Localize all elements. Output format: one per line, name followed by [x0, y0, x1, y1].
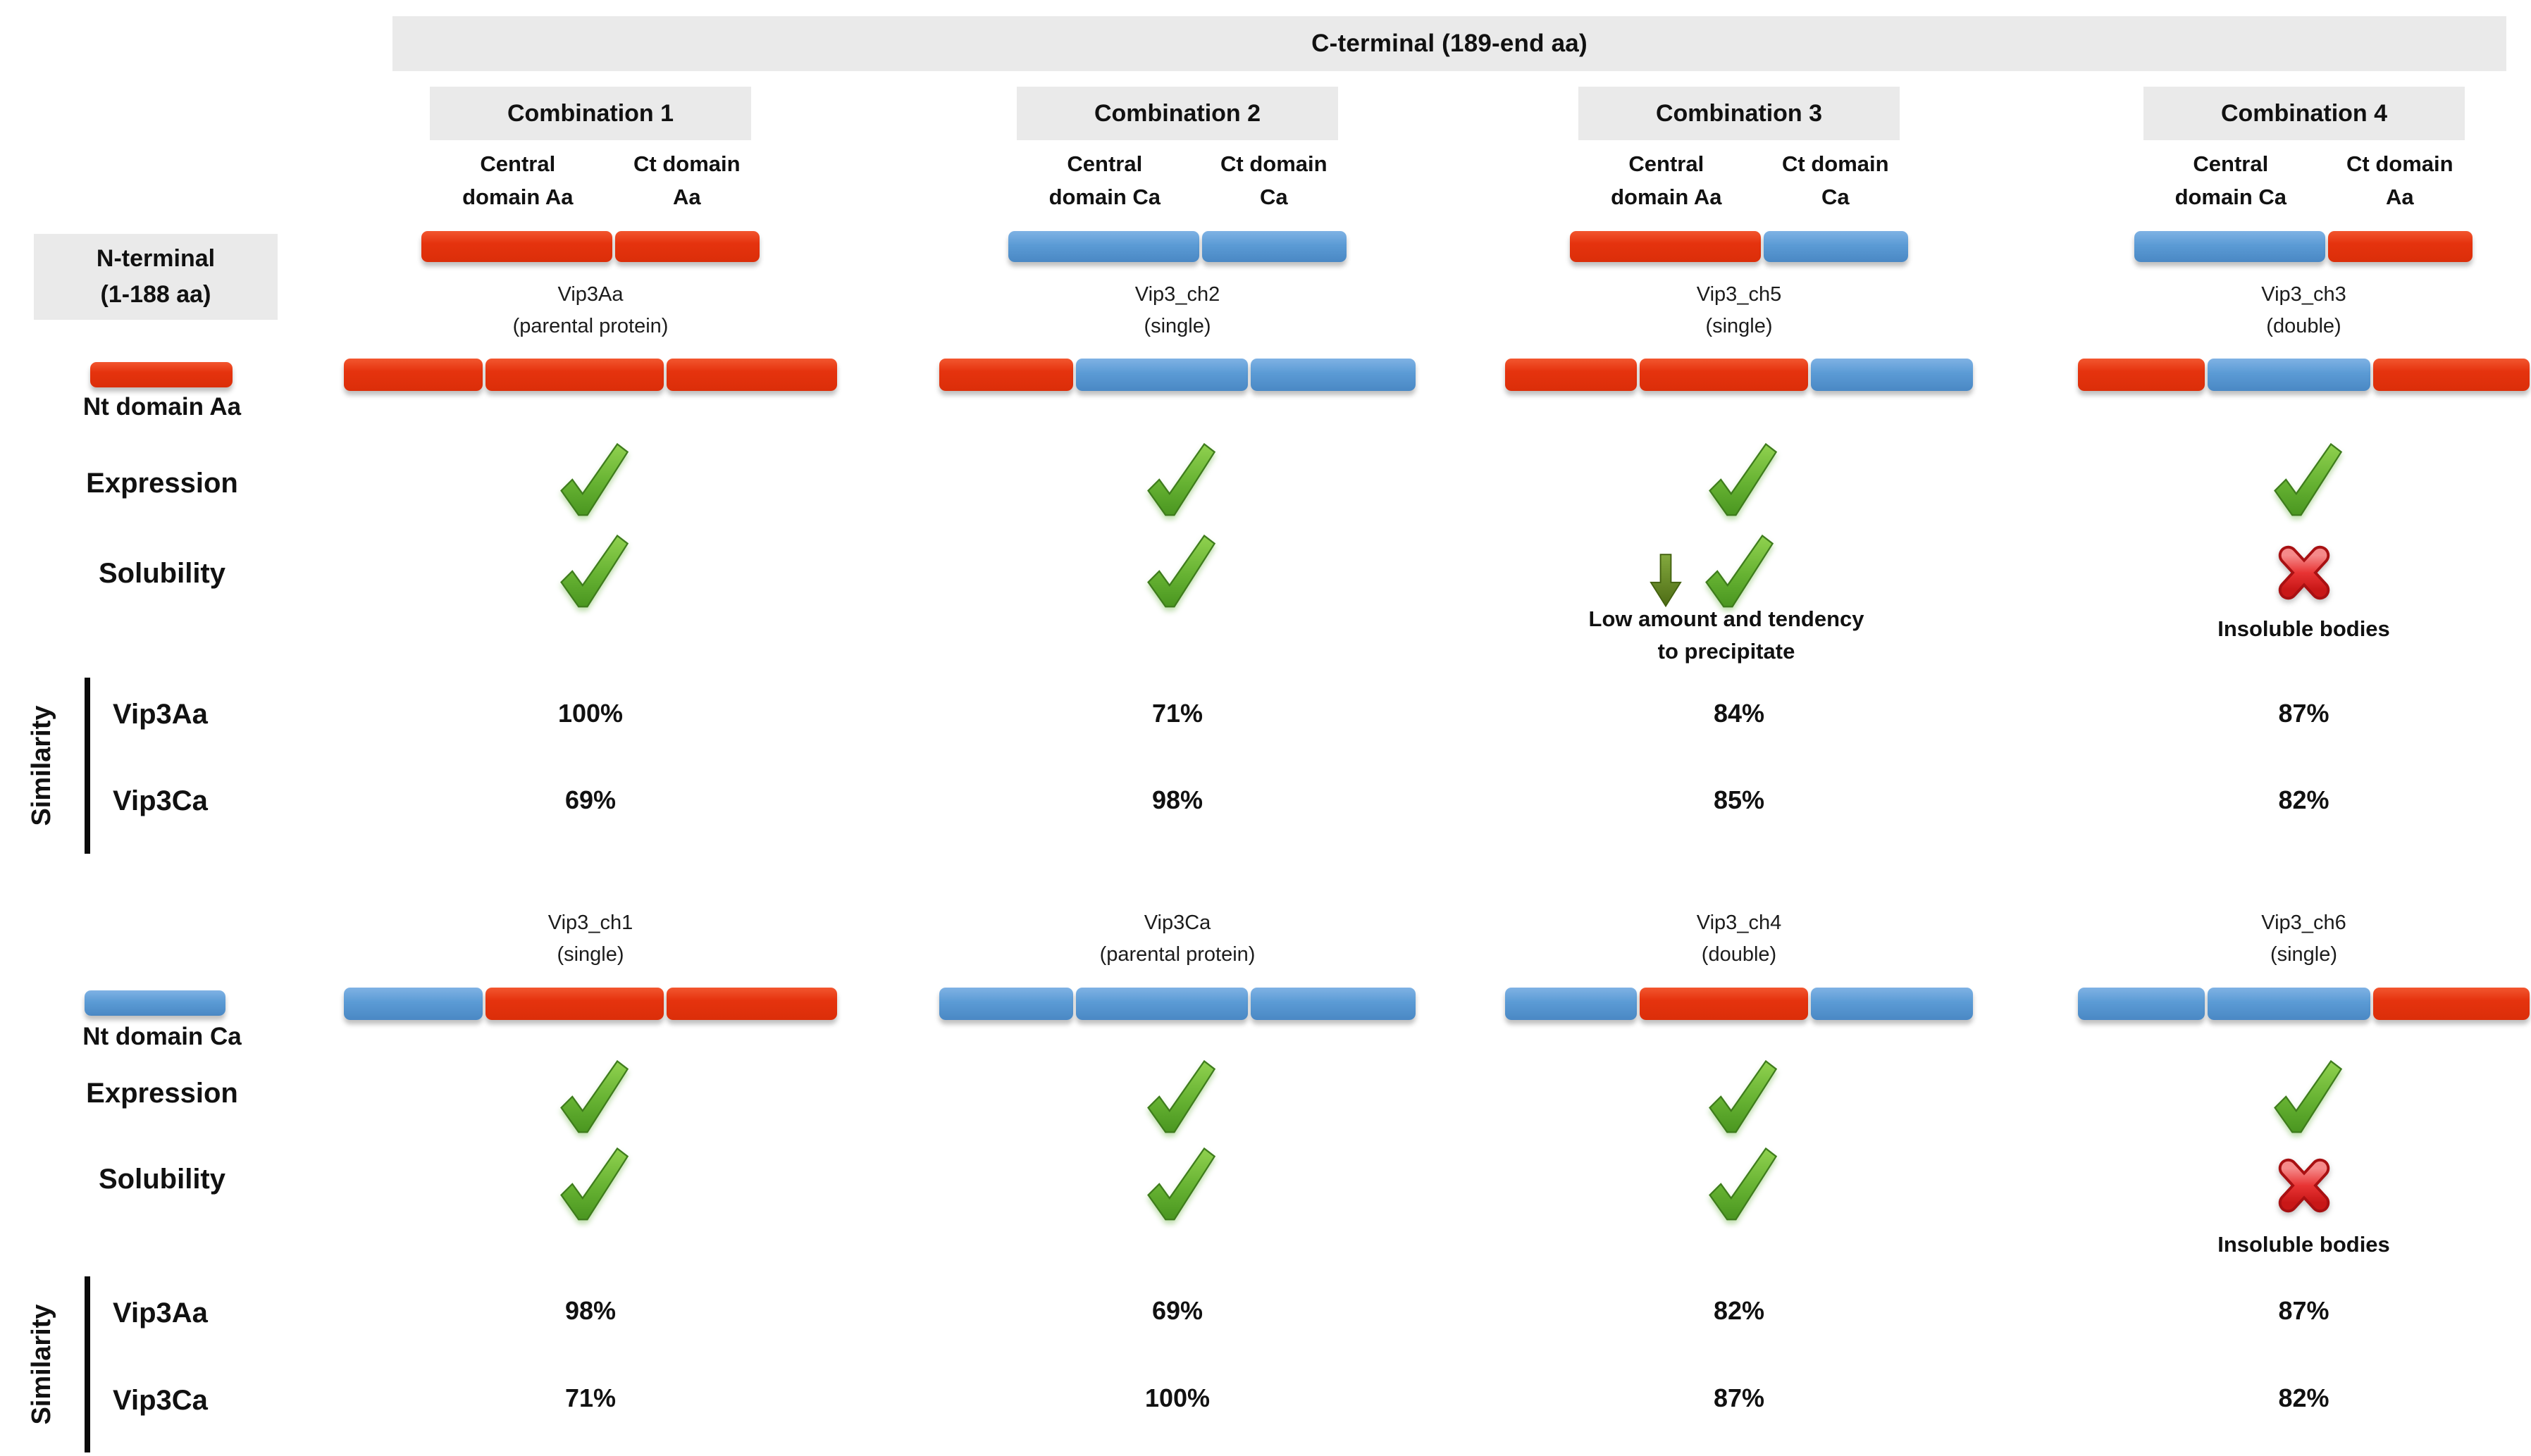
combination-3-header: Combination 3: [1578, 87, 1900, 140]
central-domain-label: Central domain Ca: [1048, 151, 1161, 209]
red-domain-segment: [1570, 231, 1762, 262]
similarity-bracket-line-top: [85, 678, 90, 854]
blue-domain-segment: [85, 990, 225, 1016]
similarity-row-vip3ca-bottom: Vip3Ca: [113, 1385, 208, 1416]
nt-domain-aa-bar: [90, 362, 233, 387]
combination-1-domain-labels: Central domain Aa Ct domain Aa: [421, 148, 760, 213]
combination-2-header: Combination 2: [1017, 87, 1338, 140]
expression-row-label-top: Expression: [86, 468, 238, 499]
central-domain-label: Central domain Aa: [1611, 151, 1722, 209]
blue-domain-segment: [1008, 231, 1200, 262]
similarity-bracket-line-bottom: [85, 1276, 90, 1452]
nt-domain-ca-bar: [85, 990, 225, 1016]
similarity-row-vip3ca-top: Vip3Ca: [113, 785, 208, 816]
blue-domain-segment: [1764, 231, 1908, 262]
expression-row-label-bottom: Expression: [86, 1078, 238, 1109]
n-terminal-header: N-terminal (1-188 aa): [34, 234, 278, 320]
combination-3-domain-bar: [1570, 231, 1908, 262]
solubility-row-label-bottom: Solubility: [99, 1164, 225, 1195]
combination-4-header: Combination 4: [2143, 87, 2465, 140]
similarity-row-vip3aa-bottom: Vip3Aa: [113, 1298, 208, 1329]
combination-4-domain-bar: [2134, 231, 2473, 262]
red-domain-segment: [2328, 231, 2473, 262]
combination-2-domain-labels: Central domain Ca Ct domain Ca: [1008, 148, 1347, 213]
nt-domain-aa-label: Nt domain Aa: [82, 393, 242, 421]
combination-4-domain-labels: Central domain Ca Ct domain Aa: [2134, 148, 2473, 213]
central-domain-label: Central domain Ca: [2174, 151, 2287, 209]
blue-domain-segment: [2134, 231, 2326, 262]
red-domain-segment: [615, 231, 760, 262]
combination-1-header: Combination 1: [430, 87, 751, 140]
ct-domain-label: Ct domain Ca: [1220, 151, 1328, 209]
similarity-label-top: Similarity: [27, 705, 56, 826]
combination-3-domain-labels: Central domain Aa Ct domain Ca: [1570, 148, 1908, 213]
c-terminal-header: C-terminal (189-end aa): [392, 16, 2506, 71]
nt-domain-ca-label: Nt domain Ca: [82, 1023, 242, 1050]
solubility-row-label-top: Solubility: [99, 558, 225, 589]
ct-domain-label: Ct domain Ca: [1782, 151, 1889, 209]
central-domain-label: Central domain Aa: [462, 151, 574, 209]
similarity-row-vip3aa-top: Vip3Aa: [113, 699, 208, 730]
red-domain-segment: [421, 231, 613, 262]
blue-domain-segment: [1202, 231, 1347, 262]
ct-domain-label: Ct domain Aa: [2346, 151, 2453, 209]
combination-1-domain-bar: [421, 231, 760, 262]
red-domain-segment: [90, 362, 233, 387]
similarity-label-bottom: Similarity: [27, 1304, 56, 1425]
ct-domain-label: Ct domain Aa: [633, 151, 741, 209]
combination-2-domain-bar: [1008, 231, 1347, 262]
